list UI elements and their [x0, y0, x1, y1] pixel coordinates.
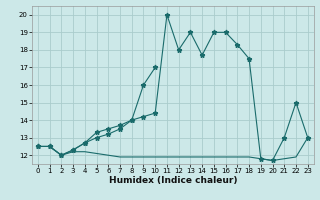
X-axis label: Humidex (Indice chaleur): Humidex (Indice chaleur): [108, 176, 237, 185]
